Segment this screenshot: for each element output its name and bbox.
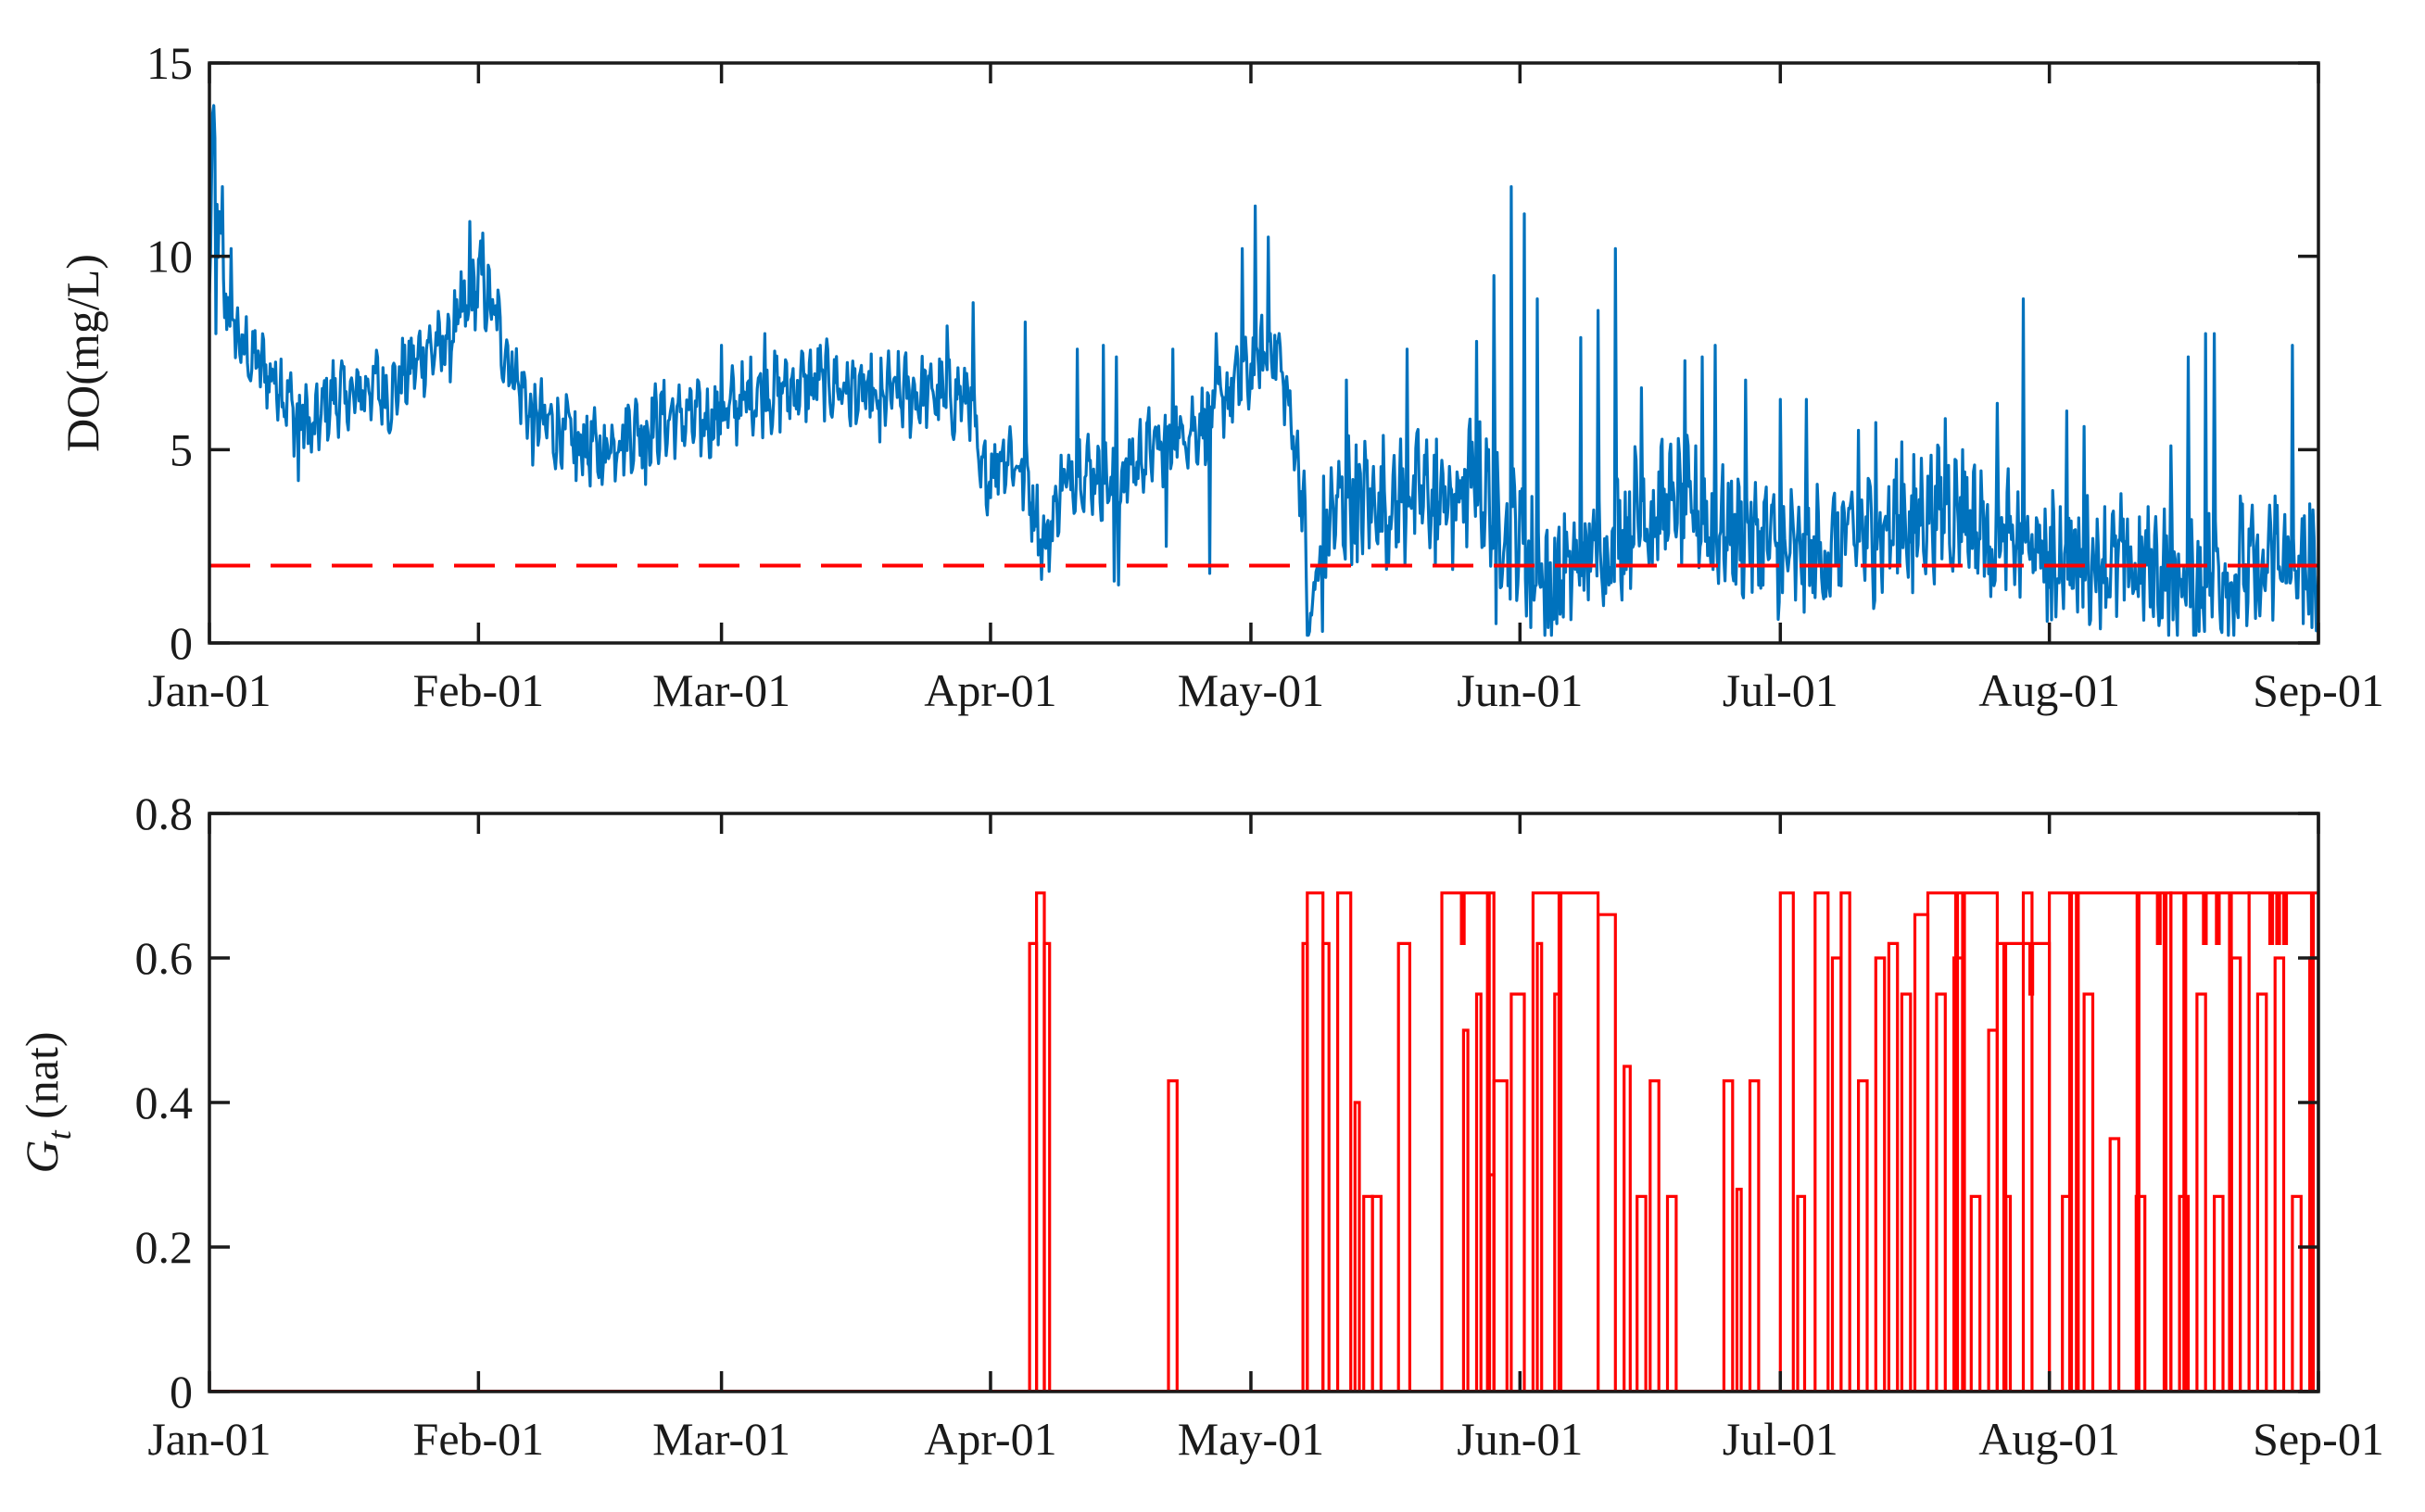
gt-pulse [1440,891,1496,1392]
gt-pulse [2178,1194,2191,1392]
do-xtick-label: Feb-01 [413,664,545,716]
gt-xtick-label: May-01 [1178,1413,1324,1465]
do-chart: Jan-01 Feb-01 Mar-01 Apr-01 May-01 Jun-01 Jul-… [57,37,2384,716]
gt-pulse [2169,891,2251,1392]
gt-pulse [1935,992,1947,1392]
gt-ylabel: Gt (nat) [16,1031,78,1173]
gt-pulse [1665,1194,1678,1392]
gt-pulse [1461,1028,1470,1392]
gt-pulse [1492,1079,1509,1392]
gt-pulse [1735,1188,1743,1392]
do-xtick-label: Mar-01 [652,664,790,716]
do-plot-frame [208,61,2320,645]
gt-pulse [2134,1194,2147,1392]
gt-pulse [1321,941,1331,1392]
gt-pulse [1509,992,1526,1392]
gt-pulse [1396,941,1411,1392]
do-ytick-label: 15 [146,37,193,89]
do-series [209,104,2318,637]
gt-pulse [1874,956,1887,1392]
gt-xtick-label: Aug-01 [1978,1413,2120,1465]
gt-xtick-label: Feb-01 [413,1413,545,1465]
gt-pulse [1042,941,1052,1392]
gt-xtick-label: Mar-01 [652,1413,790,1465]
gt-pulse [2021,891,2034,1392]
gt-pulse [1722,1079,1735,1392]
gt-pulse [2255,992,2268,1392]
gt-ytick-label: 0.6 [135,932,194,984]
gt-pulse [1623,1065,1632,1392]
gt-pulse [1857,1079,1869,1392]
do-xtick-label: Jul-01 [1723,664,1838,716]
gt-ytick-label: 0.8 [135,788,194,839]
gt-pulse [2004,1194,2013,1392]
gt-pulse [2291,1194,2303,1392]
gt-axis-ticks: Jan-01 Feb-01 Mar-01 Apr-01 May-01 Jun-01 Jul-… [135,788,2384,1465]
do-ytick-label: 10 [146,231,193,283]
gt-pulse [2108,1137,2121,1392]
gt-pulse [1531,891,1600,1392]
do-ylabel: DO(mg/L) [57,254,108,452]
gt-pulse [1535,941,1544,1392]
gt-pulse [1778,891,1795,1392]
do-line [209,104,2318,637]
gt-pulse [2229,956,2242,1392]
gt-ytick-label: 0.4 [135,1077,194,1128]
gt-pulse [1813,891,1830,1392]
gt-pulse [1839,891,1851,1392]
gt-pulse [1597,913,1617,1392]
do-xtick-label: Sep-01 [2253,664,2384,716]
gt-pulse [2061,1194,2073,1392]
gt-xtick-label: Apr-01 [924,1413,1056,1465]
gt-pulse [1900,992,1913,1392]
gt-pulse [2195,992,2207,1392]
gt-ytick-label: 0.2 [135,1221,194,1273]
gt-pulse [1952,956,1964,1392]
gt-pulse [2082,992,2095,1392]
gt-pulse [1336,891,1353,1392]
gt-xtick-label: Jan-01 [147,1413,271,1465]
gt-pulse [2247,891,2318,1392]
do-xtick-label: Aug-01 [1978,664,2120,716]
gt-pulse [1995,941,2052,1392]
gt-pulse [1553,992,1561,1392]
gt-pulse [1370,1194,1383,1392]
gt-pulse [1636,1194,1648,1392]
do-xtick-label: May-01 [1178,664,1324,716]
gt-xtick-label: Jun-01 [1457,1413,1583,1465]
gt-pulse [1796,1194,1807,1392]
do-ytick-label: 0 [170,617,193,669]
gt-xtick-label: Jul-01 [1723,1413,1838,1465]
do-xtick-label: Jun-01 [1457,664,1583,716]
do-ytick-label: 5 [170,423,193,475]
gt-xtick-label: Sep-01 [2253,1413,2384,1465]
gt-pulse [1887,941,1900,1392]
gt-pulse [1969,1194,1982,1392]
gt-pulse [1167,1079,1179,1392]
gt-pulse [1748,1079,1761,1392]
gt-pulse [1353,1101,1361,1392]
gt-chart: Jan-01 Feb-01 Mar-01 Apr-01 May-01 Jun-01 Jul-… [16,788,2384,1465]
gt-series [209,891,2318,1392]
do-xtick-label: Jan-01 [147,664,271,716]
gt-pulse [1474,992,1483,1392]
gt-pulse [1648,1079,1661,1392]
do-axis-ticks: Jan-01 Feb-01 Mar-01 Apr-01 May-01 Jun-01 Jul-… [146,37,2384,716]
gt-pulse [1926,891,1999,1392]
gt-plot-frame [208,812,2320,1393]
do-xtick-label: Apr-01 [924,664,1056,716]
gt-pulse [2213,1194,2225,1392]
gt-pulse [1306,891,1325,1392]
gt-ytick-label: 0 [170,1366,193,1418]
gt-pulse [2273,956,2286,1392]
gt-pulse [1913,913,1930,1392]
